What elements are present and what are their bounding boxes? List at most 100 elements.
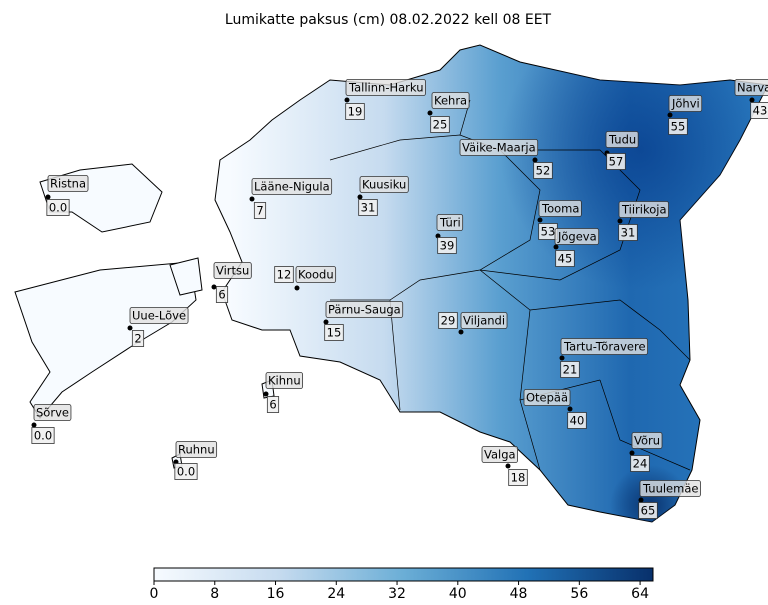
station-name: Uue-Lõve <box>132 309 186 323</box>
stations: Tallinn-Harku 19 Kehra 25 Narva 43 Jõhvi 55 Rist… <box>31 79 768 519</box>
station: Türi 39 <box>435 214 464 254</box>
station-dot <box>31 422 37 428</box>
station-name-box <box>668 95 703 112</box>
station-value-box <box>533 162 553 179</box>
station-value: 52 <box>536 164 551 178</box>
station-value: 0.0 <box>34 429 52 443</box>
station-value: 2 <box>134 332 141 346</box>
station: Valga 18 <box>481 446 528 486</box>
station-value-box <box>345 103 365 120</box>
station-dot <box>211 284 217 290</box>
station-name: Ruhnu <box>178 443 215 457</box>
hiiumaa <box>39 163 163 233</box>
station: Pärnu-Sauga 15 <box>323 301 404 341</box>
station: Koodu 12 <box>274 266 337 291</box>
station-value-box <box>215 286 229 303</box>
station-dot <box>263 391 269 397</box>
colorbar-tick-label: 24 <box>327 586 345 602</box>
station-value: 53 <box>541 225 556 239</box>
station-value-box <box>567 412 587 429</box>
colorbar-tick-label: 8 <box>210 586 219 602</box>
station-value-box <box>131 330 145 347</box>
station-dot <box>537 217 543 223</box>
station-value-box <box>438 312 458 329</box>
station-value: 45 <box>558 252 573 266</box>
station: Lääne-Nigula 7 <box>249 178 333 219</box>
station: Jõgeva 45 <box>553 228 600 267</box>
station-value-box <box>508 469 528 486</box>
station-dot <box>638 497 644 503</box>
station-name: Tooma <box>541 202 579 216</box>
station-dot <box>667 112 673 118</box>
station-name: Sõrve <box>36 406 69 420</box>
station: Viljandi 29 <box>438 312 508 335</box>
station-name: Tartu-Tõravere <box>563 340 646 354</box>
station-dot <box>249 196 255 202</box>
station-value-box <box>668 118 688 135</box>
station-name: Ristna <box>50 177 86 191</box>
station-dot <box>344 97 350 103</box>
station-name: Narva <box>737 81 768 95</box>
station: Ristna 0.0 <box>45 175 89 216</box>
station-value: 0.0 <box>177 465 195 479</box>
colorbar-tick-label: 64 <box>631 586 649 602</box>
station-name-box <box>265 372 304 389</box>
station: Kuusiku 31 <box>357 176 409 216</box>
station-name-box <box>295 266 337 283</box>
station-value: 18 <box>511 471 526 485</box>
station-name-box <box>325 301 404 318</box>
station-name: Koodu <box>298 268 334 282</box>
colorbar-tick-label: 16 <box>267 586 285 602</box>
station-name: Kehra <box>434 94 467 108</box>
station-name: Valga <box>484 448 516 462</box>
station-dot <box>427 110 433 116</box>
station-name-box <box>605 131 639 148</box>
station-value-box <box>274 266 294 283</box>
station-value: 19 <box>348 105 363 119</box>
station-name-box <box>554 228 600 245</box>
station-dot <box>559 355 565 361</box>
colorbar <box>153 567 654 582</box>
map-title: Lumikatte paksus (cm) 08.02.2022 kell 08… <box>225 12 552 28</box>
station-value-box <box>31 427 55 444</box>
station-value: 40 <box>570 414 585 428</box>
station-dot <box>629 450 635 456</box>
station-value: 0.0 <box>49 201 67 215</box>
station-name: Kihnu <box>268 374 301 388</box>
station: Tooma 53 <box>537 200 582 240</box>
station: Sõrve 0.0 <box>31 404 72 444</box>
station: Virtsu 6 <box>211 262 252 303</box>
station: Narva 43 <box>734 79 768 119</box>
station-value-box <box>174 463 198 480</box>
station-dot <box>505 463 511 469</box>
station-value: 6 <box>218 288 225 302</box>
station-value-box <box>560 361 580 378</box>
station-value: 65 <box>641 504 656 518</box>
station-name-box <box>129 307 189 324</box>
station-name-box <box>431 92 470 109</box>
station-name-box <box>436 214 464 231</box>
station-value-box <box>266 396 280 413</box>
station-name-box <box>459 139 539 156</box>
station-value-box <box>46 199 70 216</box>
station-name: Pärnu-Sauga <box>328 303 401 317</box>
station-name: Tallinn-Harku <box>348 81 424 95</box>
station-dot <box>749 97 755 103</box>
station-name-box <box>538 200 582 217</box>
station-name: Virtsu <box>216 264 249 278</box>
station-name-box <box>523 389 571 406</box>
station-value: 39 <box>440 239 455 253</box>
station-value-box <box>606 153 626 170</box>
station-name-box <box>33 404 72 421</box>
station-name: Tiirikoja <box>621 203 667 217</box>
station-name-box <box>639 480 701 497</box>
station-dot <box>567 406 573 412</box>
station-name: Kuusiku <box>362 178 406 192</box>
station-dot <box>127 325 133 331</box>
station-value: 6 <box>269 398 276 412</box>
station-name: Tuulemäe <box>642 482 698 496</box>
station-value: 31 <box>361 201 376 215</box>
station: Võru 24 <box>629 432 663 472</box>
station-name: Viljandi <box>463 314 505 328</box>
